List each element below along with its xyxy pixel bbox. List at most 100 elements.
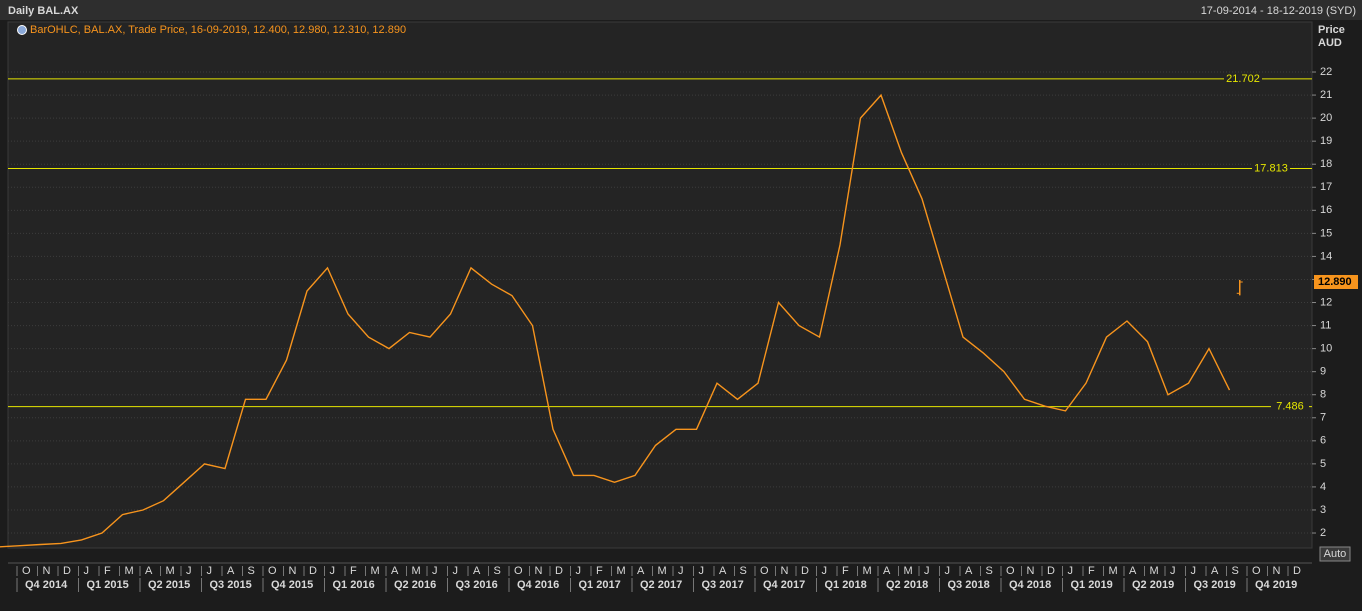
quarter-label: Q3 2017 bbox=[702, 579, 744, 591]
month-label: M bbox=[125, 565, 134, 577]
y-tick-label: 21 bbox=[1320, 89, 1332, 101]
quarter-label: Q1 2017 bbox=[579, 579, 621, 591]
month-label: A bbox=[391, 565, 399, 577]
month-label: S bbox=[248, 565, 255, 577]
last-price-tag bbox=[1314, 275, 1358, 290]
month-label: J bbox=[576, 565, 582, 577]
month-label: N bbox=[1273, 565, 1281, 577]
month-label: J bbox=[207, 565, 213, 577]
quarter-label: Q3 2019 bbox=[1194, 579, 1236, 591]
month-label: J bbox=[186, 565, 192, 577]
month-label: N bbox=[1027, 565, 1035, 577]
month-label: J bbox=[678, 565, 684, 577]
y-tick-label: 15 bbox=[1320, 227, 1332, 239]
month-label: O bbox=[268, 565, 277, 577]
month-label: F bbox=[350, 565, 357, 577]
month-label: O bbox=[514, 565, 523, 577]
legend-icon bbox=[17, 25, 27, 35]
month-label: D bbox=[801, 565, 809, 577]
month-label: M bbox=[617, 565, 626, 577]
month-label: J bbox=[84, 565, 90, 577]
month-label: F bbox=[104, 565, 111, 577]
y-tick-label: 7 bbox=[1320, 412, 1326, 424]
level-label-bg bbox=[1252, 162, 1290, 175]
month-label: J bbox=[453, 565, 459, 577]
month-label: F bbox=[842, 565, 849, 577]
month-label: D bbox=[1293, 565, 1301, 577]
month-label: J bbox=[330, 565, 336, 577]
date-range: 17-09-2014 - 18-12-2019 (SYD) bbox=[1201, 5, 1356, 17]
quarter-label: Q4 2014 bbox=[25, 579, 68, 591]
title-bar bbox=[0, 0, 1362, 20]
y-axis-title: Price bbox=[1318, 24, 1345, 36]
chart-title: Daily BAL.AX bbox=[8, 5, 79, 17]
y-tick-label: 12 bbox=[1320, 296, 1332, 308]
level-label: 21.702 bbox=[1226, 73, 1260, 85]
month-label: J bbox=[432, 565, 438, 577]
month-label: D bbox=[309, 565, 317, 577]
month-label: J bbox=[924, 565, 930, 577]
month-label: N bbox=[43, 565, 51, 577]
month-label: O bbox=[1252, 565, 1261, 577]
quarter-label: Q3 2016 bbox=[456, 579, 498, 591]
level-label: 7.486 bbox=[1276, 400, 1304, 412]
quarter-label: Q3 2018 bbox=[948, 579, 990, 591]
quarter-label: Q3 2015 bbox=[210, 579, 252, 591]
month-label: J bbox=[945, 565, 951, 577]
month-label: M bbox=[658, 565, 667, 577]
y-tick-label: 10 bbox=[1320, 343, 1332, 355]
quarter-label: Q1 2016 bbox=[333, 579, 375, 591]
month-label: M bbox=[1150, 565, 1159, 577]
month-label: M bbox=[412, 565, 421, 577]
level-label-bg bbox=[1271, 400, 1309, 413]
auto-scale-label[interactable]: Auto bbox=[1324, 548, 1347, 560]
price-line bbox=[0, 93, 1231, 548]
month-label: O bbox=[1006, 565, 1015, 577]
y-tick-label: 14 bbox=[1320, 250, 1332, 262]
month-label: D bbox=[1047, 565, 1055, 577]
y-tick-label: 17 bbox=[1320, 181, 1332, 193]
auto-scale-button[interactable] bbox=[1319, 546, 1351, 562]
quarter-label: Q4 2019 bbox=[1255, 579, 1297, 591]
month-label: A bbox=[1211, 565, 1219, 577]
quarter-label: Q1 2018 bbox=[825, 579, 867, 591]
month-label: O bbox=[22, 565, 31, 577]
month-label: F bbox=[1088, 565, 1095, 577]
level-label: 17.813 bbox=[1254, 162, 1288, 174]
quarter-label: Q2 2017 bbox=[640, 579, 682, 591]
month-label: A bbox=[883, 565, 891, 577]
y-tick-label: 22 bbox=[1320, 66, 1332, 78]
y-axis-unit: AUD bbox=[1318, 37, 1342, 49]
legend-text: BarOHLC, BAL.AX, Trade Price, 16-09-2019… bbox=[30, 24, 406, 36]
plot-area bbox=[7, 21, 1313, 549]
month-label: S bbox=[740, 565, 747, 577]
y-tick-label: 16 bbox=[1320, 204, 1332, 216]
y-tick-label: 11 bbox=[1320, 319, 1331, 331]
month-label: M bbox=[371, 565, 380, 577]
y-tick-label: 5 bbox=[1320, 458, 1326, 470]
month-label: M bbox=[166, 565, 175, 577]
month-label: N bbox=[781, 565, 789, 577]
month-label: M bbox=[1109, 565, 1118, 577]
quarter-label: Q2 2015 bbox=[148, 579, 190, 591]
month-label: D bbox=[63, 565, 71, 577]
month-label: M bbox=[904, 565, 913, 577]
quarter-label: Q4 2017 bbox=[763, 579, 805, 591]
quarter-label: Q4 2016 bbox=[517, 579, 559, 591]
y-tick-label: 18 bbox=[1320, 158, 1332, 170]
quarter-label: Q2 2016 bbox=[394, 579, 436, 591]
month-label: A bbox=[965, 565, 973, 577]
y-tick-label: 2 bbox=[1320, 527, 1326, 539]
quarter-label: Q4 2018 bbox=[1009, 579, 1051, 591]
month-label: A bbox=[145, 565, 153, 577]
month-label: J bbox=[1191, 565, 1197, 577]
month-label: A bbox=[719, 565, 727, 577]
month-label: J bbox=[1068, 565, 1074, 577]
month-label: S bbox=[986, 565, 993, 577]
quarter-label: Q1 2015 bbox=[87, 579, 129, 591]
last-price-label: 12.890 bbox=[1318, 276, 1352, 288]
month-label: M bbox=[863, 565, 872, 577]
month-label: N bbox=[535, 565, 543, 577]
